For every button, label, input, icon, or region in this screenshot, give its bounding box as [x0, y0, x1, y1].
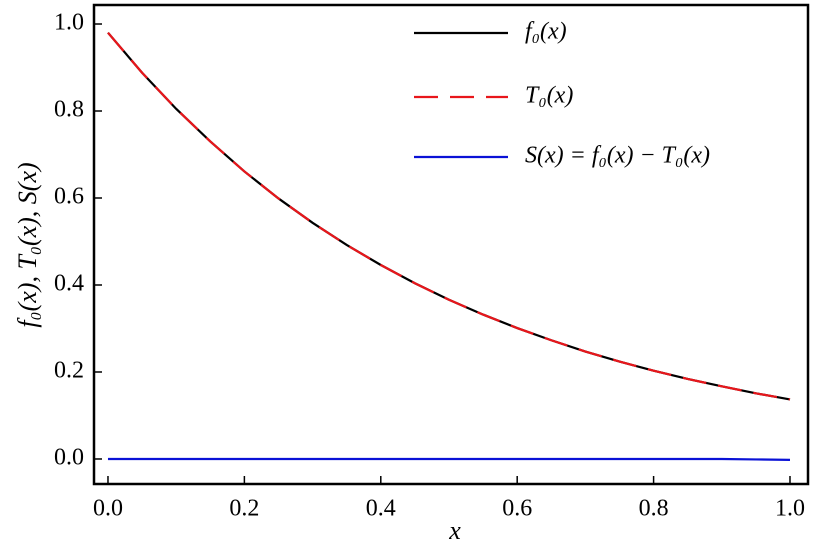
y-tick-label: 0.4 — [54, 270, 84, 296]
series-line — [107, 31, 791, 401]
x-tick-label: 1.0 — [775, 496, 805, 522]
y-axis-label: f₀(x), T₀(x), S(x) — [13, 162, 42, 327]
x-axis-label: x — [448, 516, 461, 545]
legend-label: T₀(x) — [525, 83, 573, 109]
legend-label: f₀(x) — [525, 19, 567, 45]
y-tick-label: 0.2 — [54, 357, 84, 383]
y-tick-label: 0.8 — [54, 97, 84, 123]
y-tick-label: 0.0 — [54, 444, 84, 470]
x-tick-label: 0.6 — [502, 496, 532, 522]
x-tick-label: 0.2 — [229, 496, 259, 522]
x-tick-label: 0.4 — [366, 496, 396, 522]
series-line — [107, 457, 791, 461]
plot-frame — [92, 3, 810, 486]
x-tick-label: 0.8 — [639, 496, 669, 522]
x-tick-label: 0.0 — [93, 496, 123, 522]
series-line — [107, 31, 791, 401]
y-tick-label: 0.6 — [54, 184, 84, 210]
y-tick-label: 1.0 — [54, 10, 84, 36]
legend-label: S(x) = f₀(x) − T₀(x) — [525, 143, 710, 169]
